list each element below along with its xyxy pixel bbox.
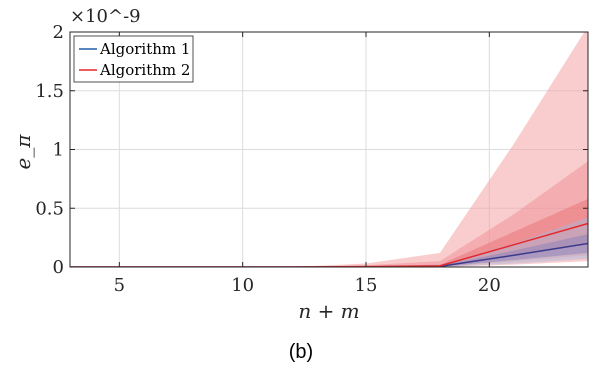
confidence-bands	[70, 32, 588, 267]
legend: Algorithm 1 Algorithm 2	[73, 35, 194, 83]
y-axis-title: e_π	[11, 134, 35, 170]
y-tick-label: 0.5	[35, 198, 64, 219]
x-tick-label: 20	[478, 275, 501, 296]
y-tick-label: 1	[53, 140, 64, 161]
axis-ticks	[70, 31, 588, 268]
x-tick-label: 5	[114, 275, 125, 296]
x-tick-label: 15	[355, 275, 378, 296]
legend-label-algorithm-1: Algorithm 1	[99, 40, 190, 58]
legend-box	[73, 35, 194, 83]
figure-caption: (b)	[289, 341, 313, 363]
y-multiplier-label: ×10^-9	[70, 6, 141, 27]
x-axis-title: n + m	[298, 299, 359, 323]
y-tick-label: 2	[53, 22, 64, 43]
y-tick-label: 0	[53, 257, 64, 278]
legend-label-algorithm-2: Algorithm 2	[99, 61, 190, 79]
y-tick-label: 1.5	[35, 81, 64, 102]
x-tick-label: 10	[231, 275, 254, 296]
tick-labels: 5 10 15 20 0 0.5 1 1.5 2	[35, 22, 500, 296]
